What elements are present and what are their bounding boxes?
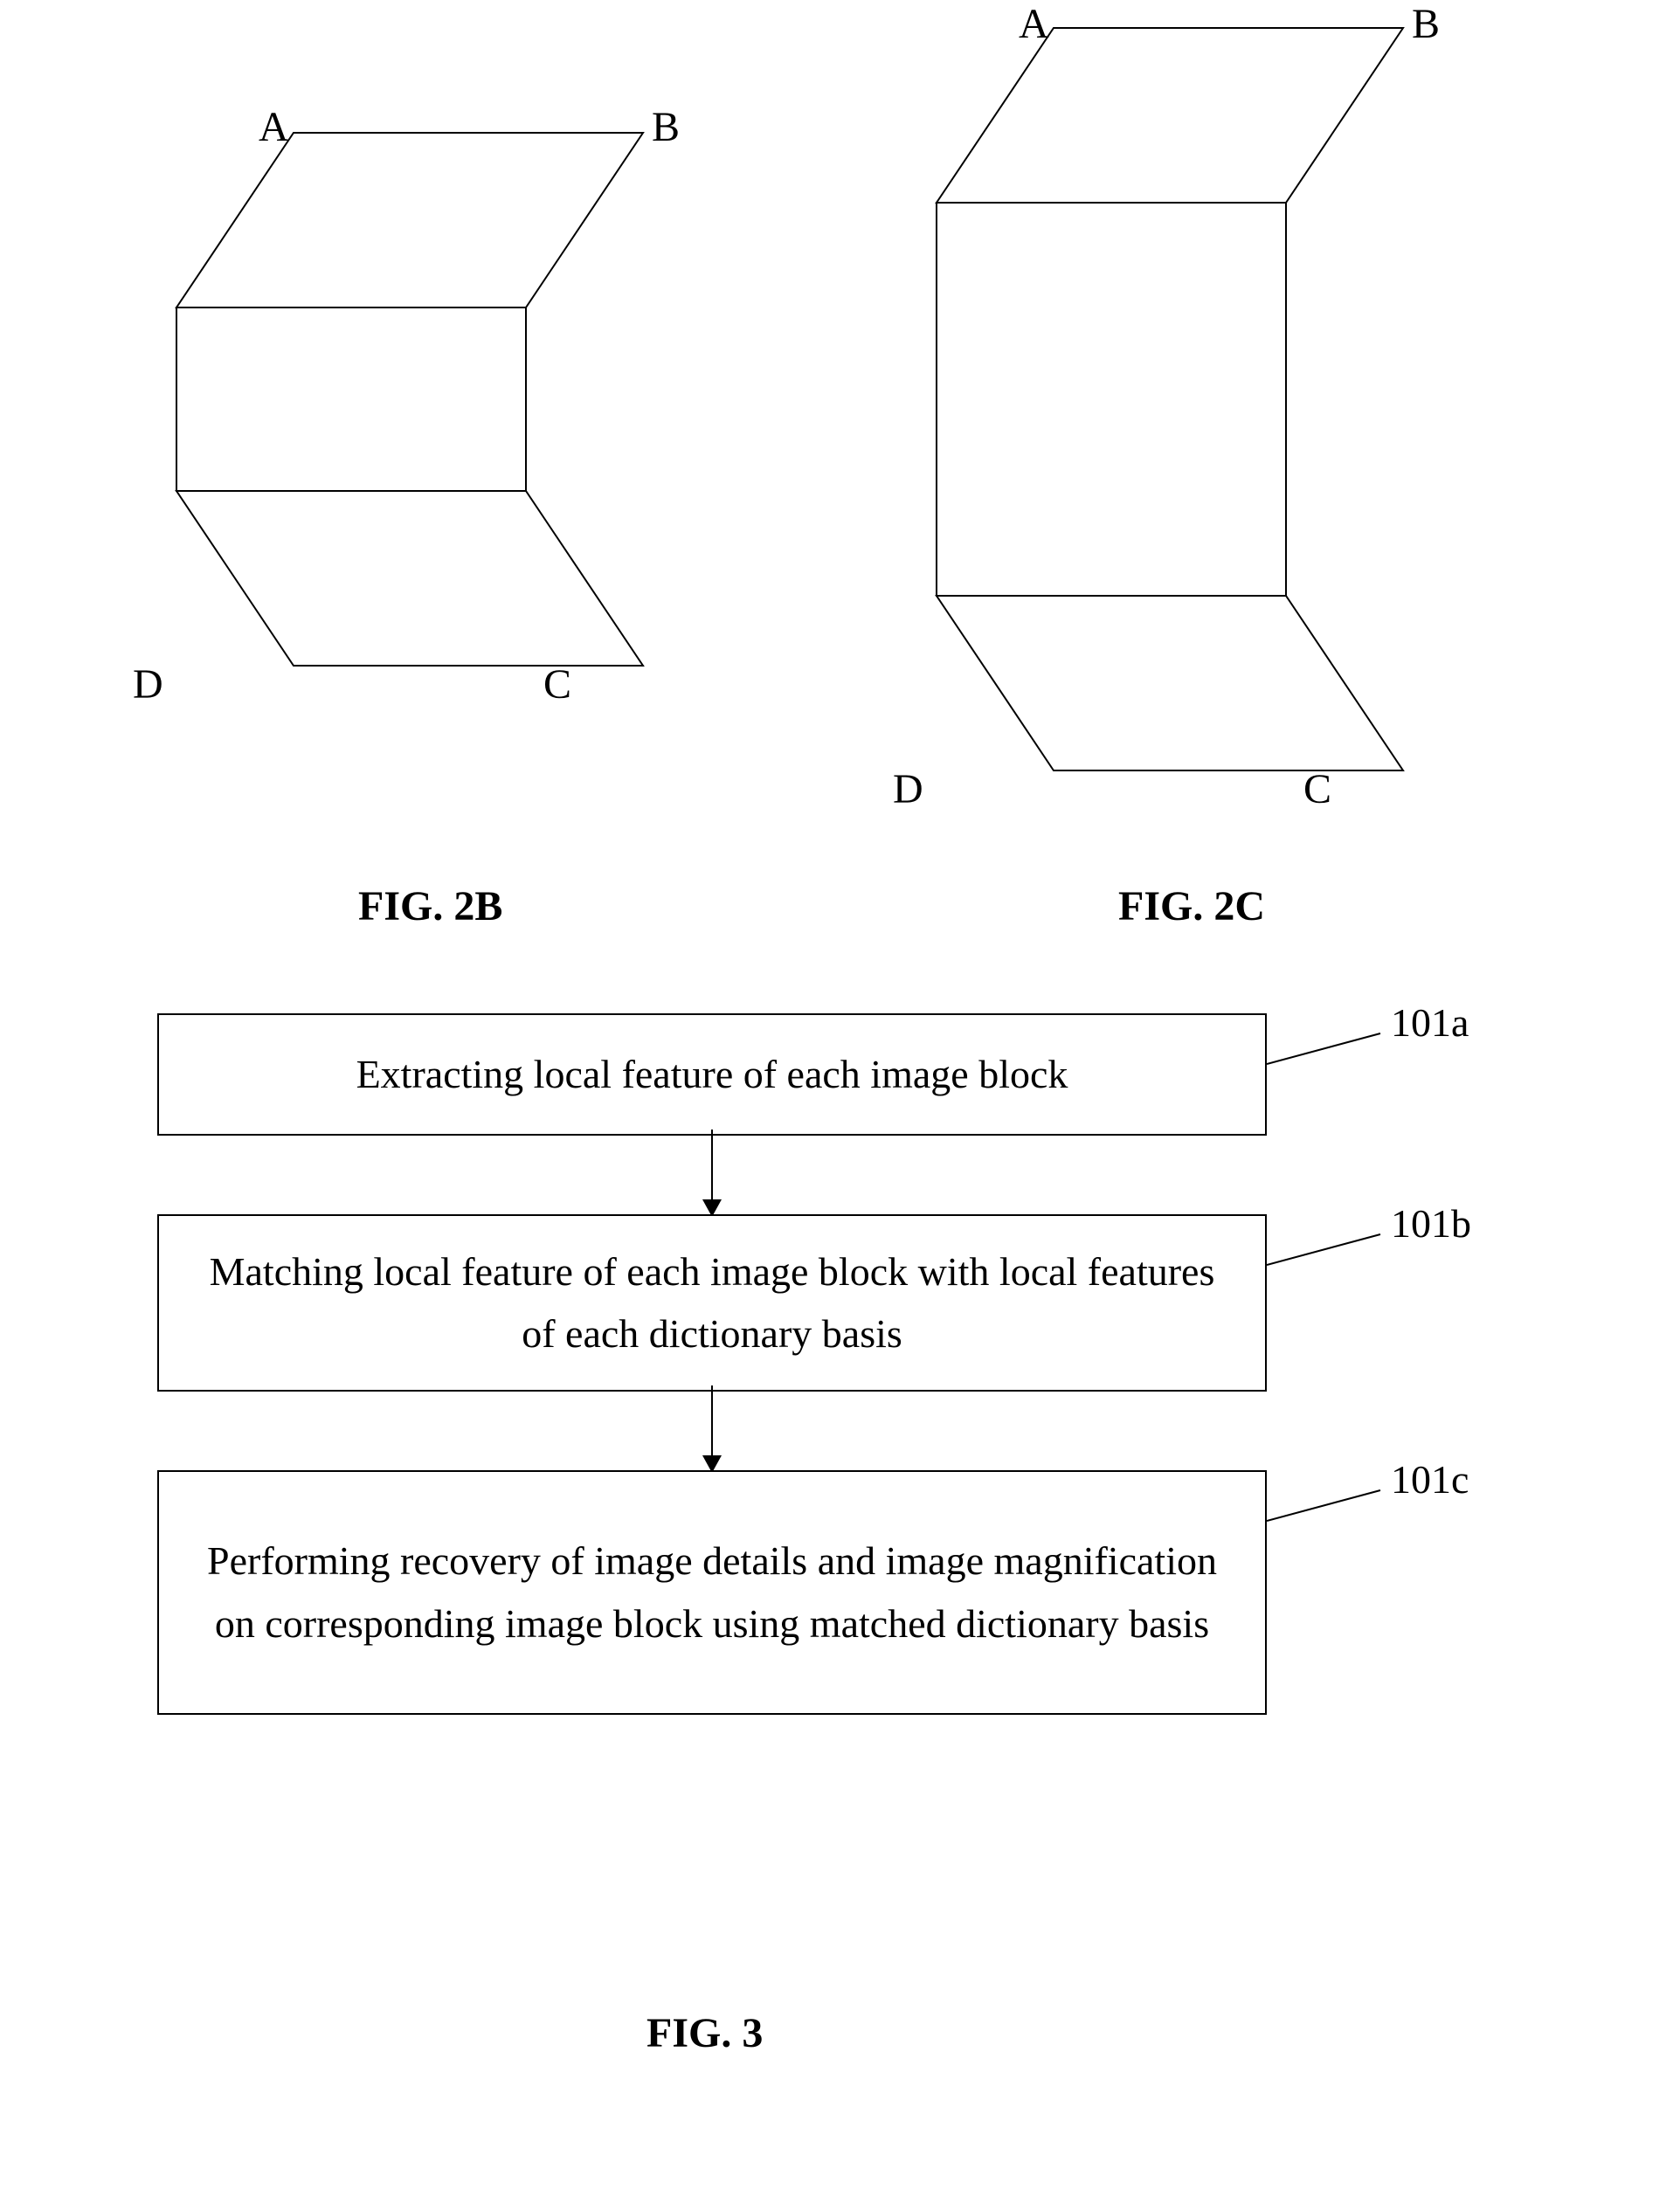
fig2c-caption: FIG. 2C [1118, 882, 1265, 930]
fig2b-vertex-C: C [543, 660, 571, 708]
fig2c-shape [760, 0, 1546, 830]
ref-leader-101a [1267, 1029, 1389, 1081]
ref-leader-101c [1267, 1486, 1389, 1538]
fig2b-vertex-A: A [259, 103, 289, 151]
ref-label-101b: 101b [1391, 1200, 1471, 1247]
flow-box-101a: Extracting local feature of each image b… [157, 1013, 1267, 1136]
ref-label-101a: 101a [1391, 999, 1469, 1046]
fig2c-vertex-A: A [1019, 0, 1049, 48]
flow-arrow-1 [157, 1392, 1267, 1470]
fig2b-vertex-B: B [652, 103, 680, 151]
fig2b-vertex-D: D [133, 660, 163, 708]
flowchart-fig3: Extracting local feature of each image b… [157, 1013, 1520, 1715]
flow-arrow-0 [157, 1136, 1267, 1214]
flow-box-text-101b: Matching local feature of each image blo… [194, 1240, 1230, 1365]
ref-label-101c: 101c [1391, 1456, 1469, 1503]
flow-box-101c: Performing recovery of image details and… [157, 1470, 1267, 1715]
fig2c-vertex-C: C [1303, 765, 1331, 813]
ref-leader-101b [1267, 1230, 1389, 1282]
flow-box-text-101a: Extracting local feature of each image b… [356, 1043, 1068, 1105]
fig2c-vertex-B: B [1412, 0, 1440, 48]
flow-box-101b: Matching local feature of each image blo… [157, 1214, 1267, 1392]
fig2c-vertex-D: D [893, 765, 923, 813]
fig3-caption: FIG. 3 [646, 2009, 763, 2057]
fig2b-caption: FIG. 2B [358, 882, 502, 930]
page: FIG. 2B FIG. 2C Extracting local feature… [0, 0, 1680, 2197]
flow-box-text-101c: Performing recovery of image details and… [194, 1530, 1230, 1655]
